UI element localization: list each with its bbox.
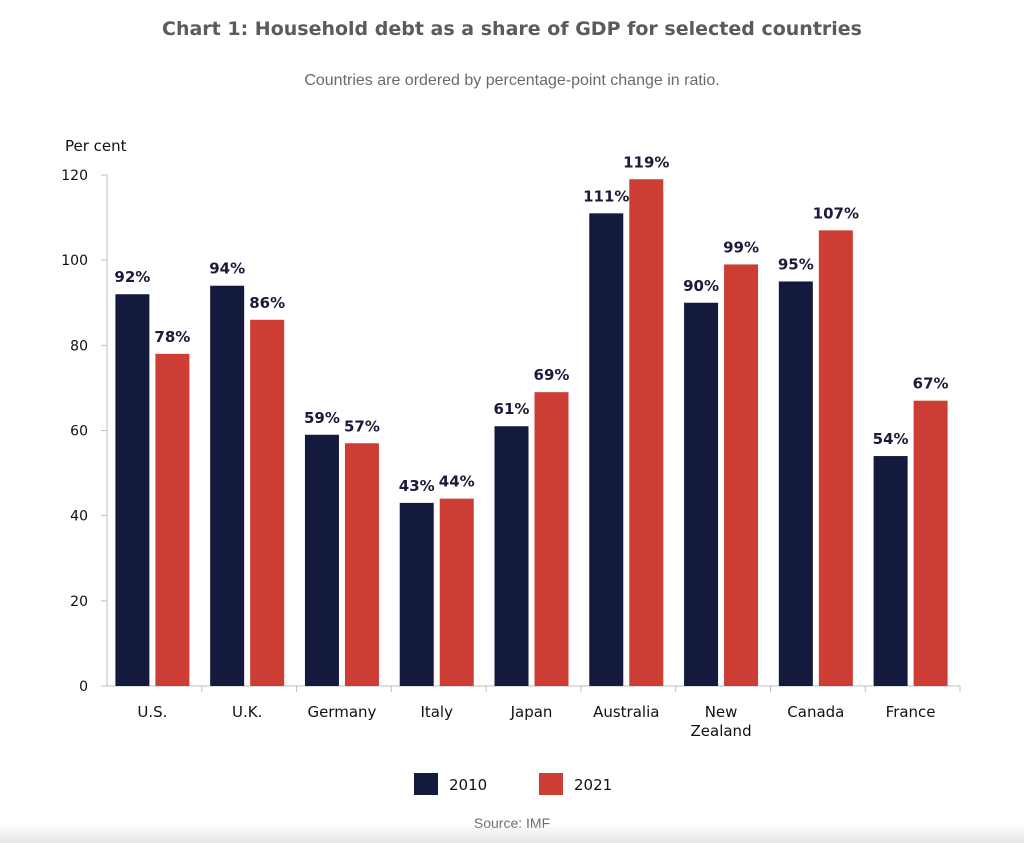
bar-2010-france (873, 456, 908, 686)
bar-2010-u-s- (115, 294, 150, 686)
data-label-2021: 86% (249, 294, 285, 312)
category-label: Canada (787, 703, 844, 721)
data-label-2021: 69% (534, 366, 570, 384)
data-label-2021: 107% (813, 204, 859, 222)
data-label-2021: 67% (913, 375, 949, 393)
legend: 2010 2021 (414, 773, 612, 795)
y-axis-label: Per cent (65, 137, 127, 155)
data-label-2021: 57% (344, 417, 380, 435)
data-label-2010: 92% (114, 268, 150, 286)
legend-swatch-2010 (414, 773, 438, 795)
data-label-2010: 61% (494, 400, 530, 418)
bar-2021-u-s- (155, 353, 190, 686)
y-tick-label: 100 (61, 253, 88, 269)
category-label: New Zealand (691, 703, 752, 740)
bar-2021-france (913, 400, 948, 686)
data-label-2010: 94% (209, 260, 245, 278)
bottom-fade (0, 823, 1024, 843)
bar-2021-u-k- (250, 319, 285, 686)
y-tick-label: 120 (61, 168, 88, 184)
bar-2021-new-zealand (724, 264, 759, 686)
y-tick-label: 20 (70, 594, 88, 610)
data-label-2021: 99% (723, 238, 759, 256)
category-labels: U.S. U.K. Germany Italy Japan Australia New Zea… (137, 703, 935, 740)
y-tick-label: 80 (70, 338, 88, 354)
chart-subtitle: Countries are ordered by percentage-poin… (304, 72, 720, 89)
data-label-2010: 95% (778, 255, 814, 273)
bar-2021-japan (534, 392, 569, 686)
category-label: Germany (307, 703, 376, 721)
data-label-2010: 111% (583, 187, 629, 205)
bar-2010-u-k- (210, 285, 245, 686)
category-label: Italy (420, 703, 453, 721)
bar-2010-japan (494, 426, 529, 686)
category-label: U.K. (232, 703, 262, 721)
y-axis: Per cent 0 20 40 60 80 100 120 (61, 137, 126, 695)
data-label-2021: 119% (623, 153, 669, 171)
bar-2021-canada (818, 230, 853, 686)
data-labels: 92% 78% 94%86% 59% 57% 43% 44% 61%69% 111% 119% 90… (114, 153, 948, 495)
bars (115, 179, 948, 686)
bar-2021-australia (629, 179, 664, 686)
data-label-2010: 59% (304, 409, 340, 427)
data-label-2010: 54% (873, 430, 909, 448)
x-axis (107, 685, 961, 692)
data-label-2021: 44% (439, 473, 475, 491)
category-label: France (886, 703, 936, 721)
bar-2021-germany (344, 443, 379, 686)
y-tick-label: 40 (70, 509, 88, 525)
data-label-2010: 43% (399, 477, 435, 495)
category-label: U.S. (137, 703, 167, 721)
bar-2010-new-zealand (684, 302, 719, 686)
bar-2021-italy (439, 498, 474, 686)
category-label: Australia (593, 703, 659, 721)
data-label-2010: 90% (683, 277, 719, 295)
legend-label-2010: 2010 (449, 776, 487, 794)
y-tick-label: 60 (70, 424, 88, 440)
data-label-2021: 78% (154, 328, 190, 346)
bar-2010-canada (778, 281, 813, 686)
chart-title: Chart 1: Household debt as a share of GD… (162, 18, 862, 40)
bar-2010-australia (589, 213, 624, 686)
y-tick-label: 0 (79, 679, 88, 695)
bar-2010-germany (304, 434, 339, 686)
bar-2010-italy (399, 502, 434, 686)
legend-swatch-2021 (539, 773, 563, 795)
category-label: Japan (510, 703, 553, 721)
legend-label-2021: 2021 (574, 776, 612, 794)
